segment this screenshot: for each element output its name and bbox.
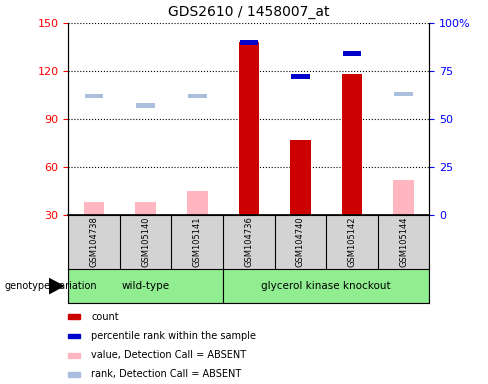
Bar	[240, 40, 258, 45]
Bar	[68, 269, 223, 303]
Text: GSM105141: GSM105141	[193, 217, 202, 267]
Bar	[239, 42, 259, 215]
Text: GSM105142: GSM105142	[347, 217, 357, 267]
Text: percentile rank within the sample: percentile rank within the sample	[91, 331, 256, 341]
Text: rank, Detection Call = ABSENT: rank, Detection Call = ABSENT	[91, 369, 242, 379]
Title: GDS2610 / 1458007_at: GDS2610 / 1458007_at	[168, 5, 329, 19]
Bar	[135, 202, 156, 215]
Bar	[68, 353, 80, 358]
Text: GSM105140: GSM105140	[141, 217, 150, 267]
Bar	[291, 74, 310, 79]
Text: value, Detection Call = ABSENT: value, Detection Call = ABSENT	[91, 350, 246, 360]
Text: wild-type: wild-type	[122, 281, 170, 291]
Bar	[187, 191, 207, 215]
Bar	[68, 372, 80, 377]
Text: GSM105144: GSM105144	[399, 217, 408, 267]
Text: GSM104740: GSM104740	[296, 217, 305, 267]
Bar	[84, 202, 104, 215]
Text: GSM104738: GSM104738	[90, 217, 99, 267]
Polygon shape	[49, 278, 63, 294]
Text: glycerol kinase knockout: glycerol kinase knockout	[262, 281, 391, 291]
Bar	[188, 94, 206, 98]
Bar	[68, 314, 80, 319]
Bar	[394, 92, 413, 96]
Bar	[290, 140, 311, 215]
Text: genotype/variation: genotype/variation	[5, 281, 98, 291]
Text: GSM104736: GSM104736	[244, 217, 253, 267]
Bar	[393, 180, 414, 215]
Bar	[343, 51, 361, 56]
Bar	[137, 103, 155, 108]
Bar	[68, 334, 80, 338]
Text: count: count	[91, 312, 119, 322]
Bar	[342, 74, 363, 215]
Bar	[85, 94, 103, 98]
Bar	[223, 269, 429, 303]
